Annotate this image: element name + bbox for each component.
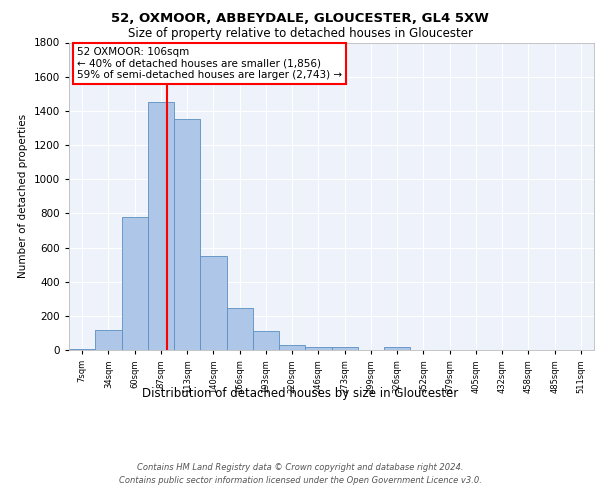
Bar [331,346,358,350]
Bar [174,120,200,350]
Text: Contains public sector information licensed under the Open Government Licence v3: Contains public sector information licen… [119,476,481,485]
Bar [227,308,253,350]
Text: 52 OXMOOR: 106sqm
← 40% of detached houses are smaller (1,856)
59% of semi-detac: 52 OXMOOR: 106sqm ← 40% of detached hous… [77,47,342,80]
Bar [69,349,95,350]
Bar [95,330,121,350]
Text: 52, OXMOOR, ABBEYDALE, GLOUCESTER, GL4 5XW: 52, OXMOOR, ABBEYDALE, GLOUCESTER, GL4 5… [111,12,489,26]
Text: Contains HM Land Registry data © Crown copyright and database right 2024.: Contains HM Land Registry data © Crown c… [137,462,463,471]
Bar [279,345,305,350]
Bar [200,256,227,350]
Bar [148,102,174,350]
Text: Distribution of detached houses by size in Gloucester: Distribution of detached houses by size … [142,388,458,400]
Bar [384,346,410,350]
Bar [305,346,331,350]
Text: Size of property relative to detached houses in Gloucester: Size of property relative to detached ho… [128,28,473,40]
Bar [121,217,148,350]
Y-axis label: Number of detached properties: Number of detached properties [18,114,28,278]
Bar [253,331,279,350]
